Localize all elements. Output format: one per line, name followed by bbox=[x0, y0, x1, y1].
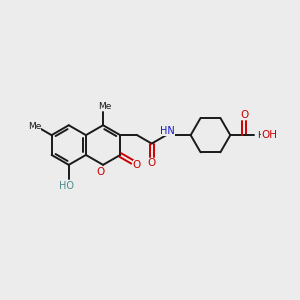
Text: HO: HO bbox=[59, 181, 74, 191]
Text: OH: OH bbox=[261, 130, 277, 140]
Text: O: O bbox=[96, 167, 104, 177]
Text: O: O bbox=[133, 160, 141, 170]
Text: Me: Me bbox=[28, 122, 41, 131]
Text: HN: HN bbox=[160, 126, 175, 136]
Text: H: H bbox=[256, 130, 263, 140]
Text: Me: Me bbox=[98, 102, 112, 111]
Text: O: O bbox=[148, 158, 156, 168]
Text: O: O bbox=[240, 110, 248, 120]
